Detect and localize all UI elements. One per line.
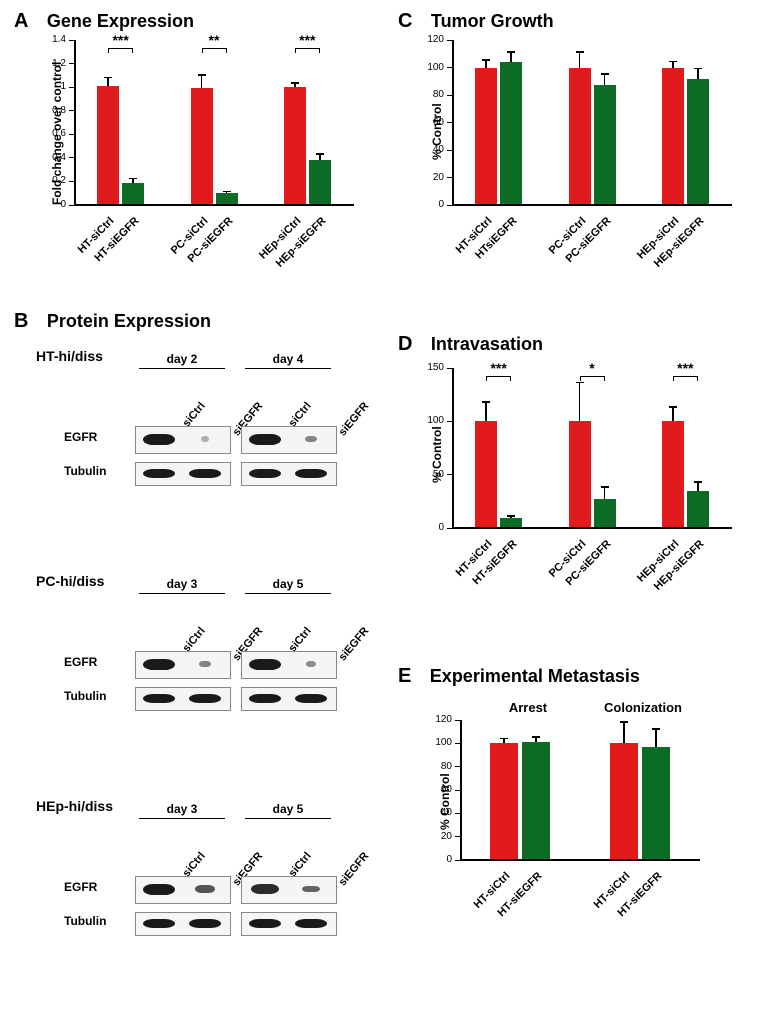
panel-c-title: Tumor Growth (431, 11, 554, 31)
figure-page: A Gene Expression 00.20.40.60.811.21.4HT… (0, 0, 758, 1033)
panel-e-group-colonization: Colonization (593, 700, 693, 715)
bar (594, 85, 616, 204)
panel-e-group-arrest: Arrest (483, 700, 573, 715)
panel-e: E Experimental Metastasis 02040608010012… (398, 665, 748, 985)
panel-a-title: Gene Expression (47, 11, 194, 31)
panel-e-plot: 020406080100120HT-siCtrlHT-siEGFRHT-siCt… (460, 720, 700, 860)
panel-b-title: Protein Expression (47, 311, 211, 331)
bar (475, 421, 497, 527)
blot-name: PC-hi/diss (36, 573, 104, 589)
bar (687, 491, 709, 527)
panel-d-ylabel: % Control (430, 426, 444, 483)
bar (687, 79, 709, 205)
blot-name: HT-hi/diss (36, 348, 103, 364)
bar (475, 68, 497, 205)
bar (610, 743, 638, 859)
panel-e-letter: E (398, 665, 411, 687)
bar (284, 87, 306, 204)
blot-name: HEp-hi/diss (36, 798, 113, 814)
bar (662, 68, 684, 205)
bar (122, 183, 144, 204)
bar (522, 742, 550, 859)
bar (662, 421, 684, 527)
panel-e-ylabel: % Control (438, 773, 452, 830)
panel-d-plot: 050100150HT-siCtrlHT-siEGFRPC-siCtrlPC-s… (452, 368, 732, 528)
bar (642, 747, 670, 859)
bar (594, 499, 616, 527)
panel-a-plot: 00.20.40.60.811.21.4HT-siCtrlHT-siEGFRPC… (74, 40, 354, 205)
panel-c-letter: C (398, 10, 412, 32)
panel-d: D Intravasation 050100150HT-siCtrlHT-siE… (398, 333, 748, 623)
bar (569, 68, 591, 205)
panel-b: B Protein Expression HT-hi/dissday 2day … (14, 310, 374, 1010)
panel-c-ylabel: % Control (430, 103, 444, 160)
panel-d-title: Intravasation (431, 334, 543, 354)
panel-b-letter: B (14, 310, 28, 332)
bar (191, 88, 213, 204)
bar (97, 86, 119, 204)
panel-a-letter: A (14, 10, 28, 32)
bar (569, 421, 591, 527)
panel-c: C Tumor Growth 020406080100120HT-siCtrlH… (398, 10, 748, 290)
bar (216, 193, 238, 204)
panel-a: A Gene Expression 00.20.40.60.811.21.4HT… (14, 10, 374, 290)
panel-e-title: Experimental Metastasis (430, 666, 640, 686)
bar (500, 62, 522, 204)
bar (309, 160, 331, 204)
bar (490, 743, 518, 859)
panel-a-ylabel: Fold change over control (50, 62, 64, 205)
bar (500, 518, 522, 527)
panel-d-letter: D (398, 333, 412, 355)
panel-c-plot: 020406080100120HT-siCtrlHTsiEGFRPC-siCtr… (452, 40, 732, 205)
